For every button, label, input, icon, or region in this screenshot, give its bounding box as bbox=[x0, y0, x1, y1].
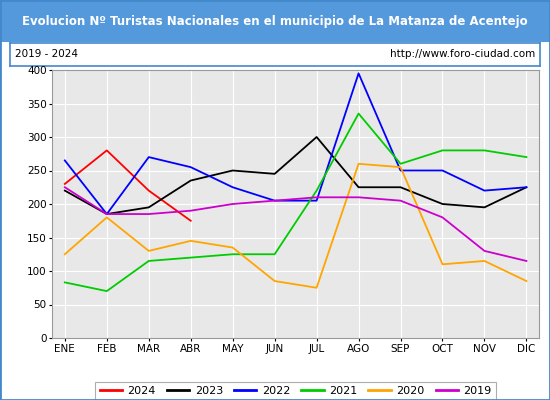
Text: 2019 - 2024: 2019 - 2024 bbox=[15, 49, 78, 59]
Text: Evolucion Nº Turistas Nacionales en el municipio de La Matanza de Acentejo: Evolucion Nº Turistas Nacionales en el m… bbox=[22, 14, 528, 28]
Legend: 2024, 2023, 2022, 2021, 2020, 2019: 2024, 2023, 2022, 2021, 2020, 2019 bbox=[95, 382, 496, 400]
Text: http://www.foro-ciudad.com: http://www.foro-ciudad.com bbox=[389, 49, 535, 59]
